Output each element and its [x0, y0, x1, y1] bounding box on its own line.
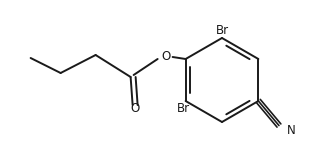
Text: O: O [161, 51, 170, 64]
Text: Br: Br [177, 102, 190, 115]
Text: O: O [130, 102, 139, 115]
Text: N: N [287, 124, 296, 137]
Text: Br: Br [215, 24, 228, 37]
